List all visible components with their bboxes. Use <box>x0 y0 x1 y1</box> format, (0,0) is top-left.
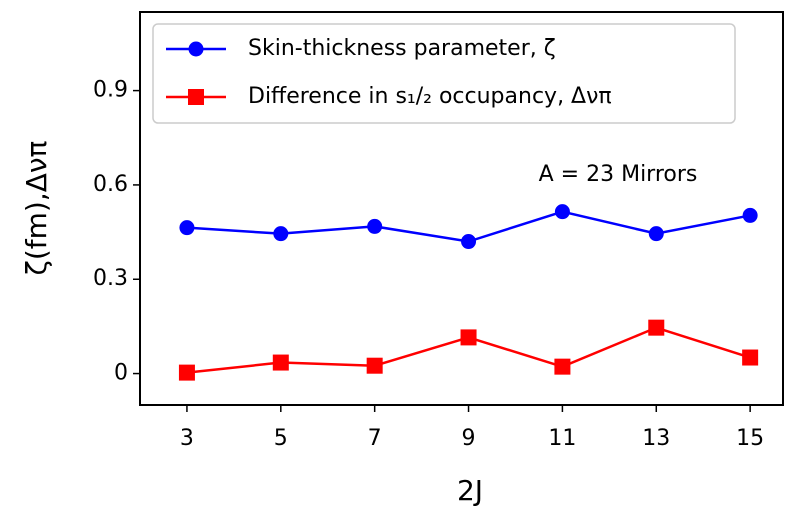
x-tick-label: 13 <box>642 426 670 451</box>
data-point <box>554 358 571 375</box>
plot-frame <box>139 11 784 406</box>
x-tick-label: 3 <box>180 426 194 451</box>
data-point <box>367 218 383 234</box>
data-point <box>178 364 195 381</box>
data-point <box>272 354 289 371</box>
data-point <box>648 319 665 336</box>
x-tick-label: 15 <box>736 426 764 451</box>
y-tick-label: 0.3 <box>93 266 128 291</box>
data-point <box>648 226 664 242</box>
y-axis-label: ζ(fm),Δνπ <box>20 140 53 275</box>
x-tick-label: 5 <box>274 426 288 451</box>
data-point <box>273 226 289 242</box>
y-tick-label: 0.6 <box>93 172 128 197</box>
y-tick-label: 0.9 <box>93 78 128 103</box>
legend-label: Skin-thickness parameter, ζ <box>248 36 556 61</box>
data-point <box>554 204 570 220</box>
x-axis-label: 2J <box>457 474 483 507</box>
data-point <box>179 220 195 236</box>
data-point <box>366 357 383 374</box>
data-point <box>461 234 477 250</box>
legend-box <box>152 23 736 124</box>
annotation: A = 23 Mirrors <box>539 162 698 187</box>
data-point <box>742 349 759 366</box>
x-tick-label: 7 <box>368 426 382 451</box>
y-tick-label: 0 <box>114 361 128 386</box>
x-tick-label: 11 <box>548 426 576 451</box>
data-point <box>742 207 758 223</box>
legend-label: Difference in s₁/₂ occupancy, Δνπ <box>248 84 612 109</box>
data-point <box>460 329 477 346</box>
x-tick-label: 9 <box>462 426 476 451</box>
legend-marker <box>188 89 204 105</box>
legend-marker <box>188 41 204 57</box>
